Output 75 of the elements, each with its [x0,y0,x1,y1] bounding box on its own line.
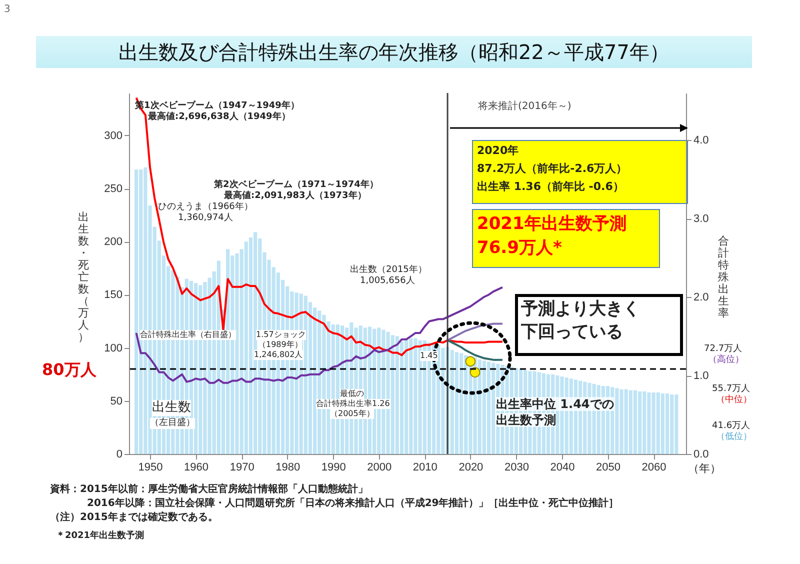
text: （高位） [708,355,744,366]
text: 41.6万人 [712,421,750,432]
annotation: （2005年） [330,409,374,419]
ref-line-label: 80万人 [42,360,96,380]
y-tick-label: 250 [104,183,122,196]
x-tick-label: 1970 [230,462,254,474]
bar [665,393,670,454]
text: （中位） [716,395,752,406]
annotation: 2020年 [477,144,519,158]
y2-tick-label: 1.0 [694,370,709,382]
annotation: ひのえうま（1966年） [158,202,253,212]
bar [459,353,464,454]
y2-tick-label: 4.0 [694,134,709,147]
annotation: 下回っている [521,322,623,342]
annotation: 76.9万人* [477,238,562,258]
x-tick-label: 2050 [596,462,621,474]
text: （注）2015年までは確定数である。 [50,512,218,524]
text: 出生数・死亡数（万人） [78,212,89,344]
chart-title: 出生数及び合計特殊出生率の年次推移（昭和22～平成77年） [36,36,752,68]
x-tick-label: 2040 [550,462,575,474]
bar [633,390,638,454]
x-tick-label: 1980 [276,462,300,474]
annotation: 1.57ショック [256,330,306,340]
annotation: （左目盛） [150,418,195,429]
annotation: 87.2万人（前年比-2.6万人） [477,162,628,176]
x-tick-label: 2060 [642,462,666,474]
y-tick-label: 100 [104,342,122,354]
text: 55.7万人 [712,384,750,394]
x-tick-label: 1950 [138,462,163,474]
text: （低位） [716,432,752,443]
y-tick-label: 50 [110,395,122,408]
bar [486,362,491,454]
text: 2016年以降：国立社会保障・人口問題研究所「日本の将来推計人口（平成29年推計）」［出生中位・死亡中位推計］ [87,498,619,510]
annotation: 合計特殊出生率1.26 [316,399,390,409]
annotation: 1.45 [420,351,438,361]
annotation: 最高値:2,091,983人（1973年） [224,191,366,202]
text: 3 [4,4,10,16]
annotation: 最高値:2,696,638人（1949年） [148,112,290,123]
annotation: 1,005,656人 [360,276,415,287]
y2-tick-label: 3.0 [694,213,709,226]
x-tick-label: 1960 [184,462,209,474]
x-tick-label: 1990 [321,462,346,474]
ref-line-label: 将来推計(2016年～) [478,101,572,113]
annotation: 1,246,802人 [254,350,303,360]
x-tick-label: 2030 [504,462,529,474]
annotation: 出生数 [152,400,191,416]
annotation: 最低の [340,389,364,399]
y-tick-label: 200 [104,236,122,248]
text: 72.7万人 [704,344,742,354]
bar [134,169,138,454]
annotation: 出生率 1.36（前年比 -0.6） [477,180,624,194]
y-tick-label: 150 [104,289,122,302]
bar [454,352,459,454]
line-series [135,286,504,384]
text: ＊2021年出生数予測 [56,531,144,542]
annotation: 第2次ベビーブーム（1971～1974年） [214,180,378,190]
annotation: 出生率中位 1.44での [496,397,614,412]
annotation: 合計特殊出生率（右目盛） [140,330,236,340]
x-tick-label: 2020 [458,462,484,474]
y2-tick-label: 0.0 [694,448,709,460]
line-series [446,322,504,342]
annotation: 予測より大きく [521,299,640,320]
text: 資料：2015年以前：厚生労働省大臣官房統計情報部「人口動態統計」 [50,484,368,496]
y-tick-label: 0 [116,448,122,460]
x-axis-title: （年） [688,462,721,476]
annotation: 1,360,974人 [178,213,233,224]
annotation: 出生数予測 [496,413,556,428]
y2-tick-label: 2.0 [694,292,709,304]
annotation: 2021年出生数予測 [477,214,626,234]
y2-axis-title: 合計特殊出生率 [718,234,729,320]
annotation: （1989年） [258,340,302,350]
y-tick-label: 300 [104,130,122,142]
annotation: 出生数（2015年） [350,265,427,276]
x-tick-label: 2010 [412,462,438,474]
x-tick-label: 2000 [367,462,392,474]
